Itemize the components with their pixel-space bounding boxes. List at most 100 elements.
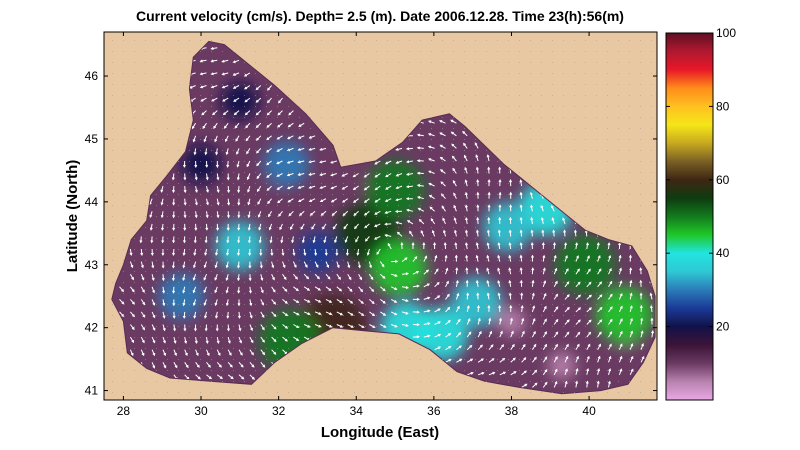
velocity-vector (303, 286, 311, 291)
velocity-vector (374, 160, 381, 165)
velocity-vector (455, 267, 459, 275)
grid-dot (244, 293, 245, 294)
grid-dot (442, 117, 443, 118)
velocity-vector (347, 286, 353, 292)
grid-dot (651, 315, 652, 316)
velocity-feature-6 (595, 286, 653, 344)
grid-dot (277, 216, 278, 217)
velocity-vector (238, 324, 242, 332)
grid-dot (442, 150, 443, 151)
velocity-vector (531, 267, 535, 275)
velocity-vector (215, 324, 219, 332)
velocity-vector (303, 324, 311, 328)
grid-dot (585, 183, 586, 184)
grid-dot (519, 216, 520, 217)
grid-dot (112, 62, 113, 63)
velocity-vector (204, 248, 208, 256)
velocity-vector (564, 281, 570, 288)
grid-dot (354, 381, 355, 382)
grid-dot (112, 172, 113, 173)
grid-dot (464, 216, 465, 217)
grid-dot (475, 392, 476, 393)
grid-dot (343, 150, 344, 151)
grid-dot (530, 260, 531, 261)
velocity-vector (499, 330, 503, 338)
velocity-vector (575, 343, 580, 350)
velocity-vector (521, 370, 528, 376)
velocity-vector (182, 160, 186, 168)
grid-dot (651, 293, 652, 294)
velocity-vector (464, 166, 468, 174)
grid-dot (574, 304, 575, 305)
grid-dot (299, 183, 300, 184)
grid-dot (255, 326, 256, 327)
velocity-vector (364, 236, 370, 242)
grid-dot (178, 293, 179, 294)
velocity-vector (232, 85, 240, 89)
velocity-vector (246, 160, 251, 168)
grid-dot (134, 381, 135, 382)
grid-dot (442, 293, 443, 294)
grid-dot (398, 216, 399, 217)
grid-dot (640, 381, 641, 382)
grid-dot (354, 139, 355, 140)
grid-dot (299, 304, 300, 305)
grid-dot (651, 271, 652, 272)
grid-dot (299, 117, 300, 118)
velocity-vector (203, 135, 207, 143)
grid-dot (497, 326, 498, 327)
grid-dot (398, 304, 399, 305)
velocity-vector (498, 179, 502, 187)
velocity-vector (412, 284, 420, 288)
colorbar-tick-label: 80 (716, 99, 730, 113)
grid-dot (464, 249, 465, 250)
velocity-vector (161, 274, 165, 282)
grid-dot (277, 381, 278, 382)
grid-dot (200, 161, 201, 162)
velocity-vector (520, 304, 524, 312)
grid-dot (486, 84, 487, 85)
velocity-vector (297, 135, 305, 139)
grid-dot (178, 128, 179, 129)
velocity-vector (293, 311, 300, 316)
grid-dot (167, 238, 168, 239)
velocity-vector (422, 241, 426, 250)
velocity-vector (405, 197, 413, 201)
grid-dot (541, 40, 542, 41)
velocity-vector (487, 166, 491, 174)
velocity-vector (385, 173, 392, 178)
grid-dot (431, 216, 432, 217)
grid-dot (629, 62, 630, 63)
velocity-vector (423, 322, 431, 326)
velocity-vector (563, 229, 567, 237)
velocity-vector (183, 198, 187, 206)
grid-dot (541, 117, 542, 118)
grid-dot (486, 315, 487, 316)
grid-dot (156, 84, 157, 85)
velocity-vector (390, 311, 398, 316)
grid-dot (497, 73, 498, 74)
velocity-vector (510, 357, 516, 363)
grid-dot (178, 183, 179, 184)
grid-dot (134, 84, 135, 85)
grid-dot (156, 337, 157, 338)
grid-dot (266, 238, 267, 239)
grid-dot (453, 227, 454, 228)
velocity-vector (204, 311, 207, 319)
grid-dot (607, 348, 608, 349)
grid-dot (651, 304, 652, 305)
grid-dot (376, 260, 377, 261)
velocity-vector (385, 185, 392, 190)
grid-dot (464, 106, 465, 107)
velocity-vector (214, 261, 218, 269)
grid-dot (497, 128, 498, 129)
velocity-vector (384, 210, 392, 214)
grid-dot (574, 139, 575, 140)
velocity-vector (450, 119, 457, 124)
grid-dot (497, 172, 498, 173)
grid-dot (563, 315, 564, 316)
velocity-vector (465, 267, 469, 275)
grid-dot (464, 172, 465, 173)
grid-dot (233, 326, 234, 327)
velocity-vector (130, 324, 135, 331)
